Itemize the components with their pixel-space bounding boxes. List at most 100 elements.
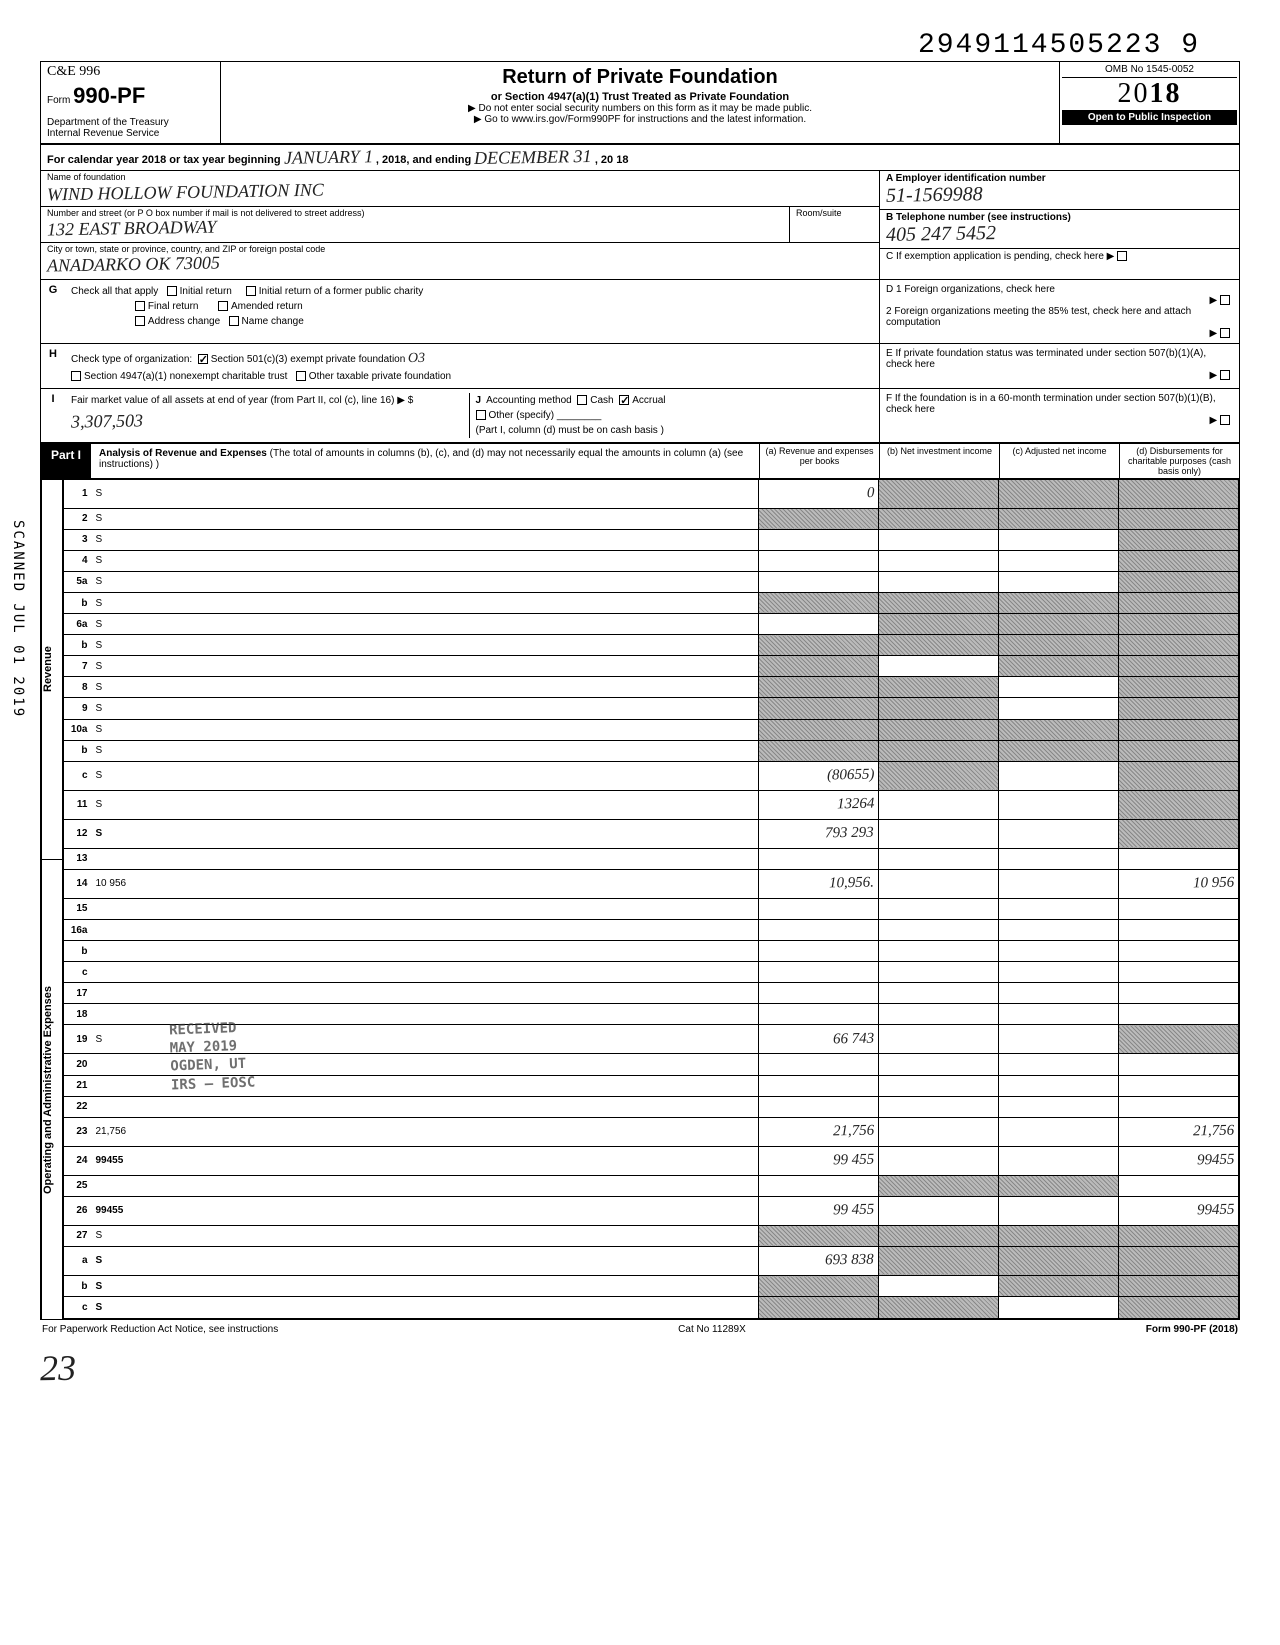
amount-cell[interactable] bbox=[1119, 1096, 1239, 1117]
f-checkbox[interactable] bbox=[1220, 415, 1230, 425]
amount-cell[interactable] bbox=[759, 508, 879, 529]
amount-cell[interactable] bbox=[999, 1054, 1119, 1075]
amount-cell[interactable] bbox=[1119, 819, 1239, 848]
amount-cell[interactable] bbox=[879, 656, 999, 677]
amount-cell[interactable]: 10 956 bbox=[1119, 869, 1239, 898]
amount-cell[interactable] bbox=[999, 1075, 1119, 1096]
amount-cell[interactable] bbox=[759, 919, 879, 940]
amount-cell[interactable] bbox=[879, 592, 999, 613]
amount-cell[interactable] bbox=[1119, 571, 1239, 592]
501c3-checkbox[interactable] bbox=[198, 354, 208, 364]
amount-cell[interactable] bbox=[999, 1117, 1119, 1146]
amount-cell[interactable] bbox=[999, 1225, 1119, 1246]
amount-cell[interactable] bbox=[759, 983, 879, 1004]
amount-cell[interactable] bbox=[999, 719, 1119, 740]
amount-cell[interactable] bbox=[759, 1054, 879, 1075]
amount-cell[interactable] bbox=[999, 635, 1119, 656]
exemption-pending-checkbox[interactable] bbox=[1117, 251, 1127, 261]
amount-cell[interactable] bbox=[759, 1004, 879, 1025]
amount-cell[interactable] bbox=[759, 1096, 879, 1117]
amount-cell[interactable] bbox=[1119, 848, 1239, 869]
amount-cell[interactable] bbox=[1119, 962, 1239, 983]
amount-cell[interactable] bbox=[879, 698, 999, 719]
d2-checkbox[interactable] bbox=[1220, 328, 1230, 338]
d1-checkbox[interactable] bbox=[1220, 295, 1230, 305]
amount-cell[interactable] bbox=[999, 1175, 1119, 1196]
amount-cell[interactable] bbox=[879, 1117, 999, 1146]
amount-cell[interactable] bbox=[999, 869, 1119, 898]
amount-cell[interactable] bbox=[879, 740, 999, 761]
amount-cell[interactable] bbox=[879, 869, 999, 898]
amount-cell[interactable] bbox=[759, 898, 879, 919]
amount-cell[interactable] bbox=[879, 719, 999, 740]
amount-cell[interactable] bbox=[1119, 719, 1239, 740]
amount-cell[interactable] bbox=[879, 635, 999, 656]
amount-cell[interactable] bbox=[879, 898, 999, 919]
period-end[interactable]: DECEMBER 31 bbox=[474, 146, 592, 169]
amount-cell[interactable] bbox=[1119, 529, 1239, 550]
amount-cell[interactable] bbox=[999, 1297, 1119, 1319]
amount-cell[interactable] bbox=[999, 848, 1119, 869]
amount-cell[interactable] bbox=[999, 962, 1119, 983]
amount-cell[interactable] bbox=[759, 962, 879, 983]
amount-cell[interactable] bbox=[999, 898, 1119, 919]
amount-cell[interactable] bbox=[759, 677, 879, 698]
amount-cell[interactable] bbox=[999, 790, 1119, 819]
amount-cell[interactable] bbox=[1119, 1276, 1239, 1297]
foundation-name[interactable]: WIND HOLLOW FOUNDATION INC bbox=[41, 179, 330, 208]
amount-cell[interactable] bbox=[879, 1276, 999, 1297]
amount-cell[interactable]: 793 293 bbox=[759, 819, 879, 848]
amount-cell[interactable] bbox=[759, 1075, 879, 1096]
amount-cell[interactable] bbox=[1119, 898, 1239, 919]
fmv-value[interactable]: 3,307,503 bbox=[71, 407, 143, 435]
amount-cell[interactable] bbox=[879, 983, 999, 1004]
amount-cell[interactable] bbox=[1119, 790, 1239, 819]
amount-cell[interactable] bbox=[999, 761, 1119, 790]
initial-return-checkbox[interactable] bbox=[167, 286, 177, 296]
other-method-checkbox[interactable] bbox=[476, 410, 486, 420]
4947-checkbox[interactable] bbox=[71, 371, 81, 381]
amount-cell[interactable]: 66 743 bbox=[759, 1025, 879, 1054]
amount-cell[interactable] bbox=[879, 1225, 999, 1246]
accrual-checkbox[interactable] bbox=[619, 395, 629, 405]
other-taxable-checkbox[interactable] bbox=[296, 371, 306, 381]
amount-cell[interactable] bbox=[879, 677, 999, 698]
amount-cell[interactable] bbox=[999, 677, 1119, 698]
amount-cell[interactable] bbox=[759, 635, 879, 656]
amount-cell[interactable] bbox=[999, 983, 1119, 1004]
amount-cell[interactable] bbox=[1119, 592, 1239, 613]
amount-cell[interactable] bbox=[1119, 656, 1239, 677]
amount-cell[interactable] bbox=[759, 1276, 879, 1297]
amount-cell[interactable] bbox=[759, 719, 879, 740]
amount-cell[interactable] bbox=[1119, 1054, 1239, 1075]
amount-cell[interactable] bbox=[879, 919, 999, 940]
amount-cell[interactable] bbox=[1119, 919, 1239, 940]
amount-cell[interactable] bbox=[999, 614, 1119, 635]
amount-cell[interactable]: 21,756 bbox=[759, 1117, 879, 1146]
amount-cell[interactable] bbox=[879, 848, 999, 869]
amount-cell[interactable]: 99 455 bbox=[759, 1146, 879, 1175]
amount-cell[interactable] bbox=[1119, 1297, 1239, 1319]
amount-cell[interactable] bbox=[999, 1025, 1119, 1054]
e-checkbox[interactable] bbox=[1220, 370, 1230, 380]
amount-cell[interactable] bbox=[999, 1096, 1119, 1117]
amount-cell[interactable] bbox=[759, 941, 879, 962]
amount-cell[interactable] bbox=[879, 1096, 999, 1117]
amount-cell[interactable] bbox=[999, 1246, 1119, 1275]
amount-cell[interactable] bbox=[759, 698, 879, 719]
amount-cell[interactable] bbox=[879, 1146, 999, 1175]
amount-cell[interactable] bbox=[999, 698, 1119, 719]
name-change-checkbox[interactable] bbox=[229, 316, 239, 326]
city-state-zip[interactable]: ANADARKO OK 73005 bbox=[41, 252, 226, 279]
amount-cell[interactable]: 13264 bbox=[759, 790, 879, 819]
amount-cell[interactable] bbox=[879, 571, 999, 592]
amount-cell[interactable]: 99455 bbox=[1119, 1196, 1239, 1225]
amount-cell[interactable] bbox=[879, 1054, 999, 1075]
amount-cell[interactable]: 0 bbox=[759, 479, 879, 508]
amount-cell[interactable] bbox=[879, 614, 999, 635]
amount-cell[interactable] bbox=[999, 1004, 1119, 1025]
amount-cell[interactable] bbox=[759, 1297, 879, 1319]
amount-cell[interactable] bbox=[759, 571, 879, 592]
amount-cell[interactable] bbox=[999, 1196, 1119, 1225]
amount-cell[interactable] bbox=[879, 1297, 999, 1319]
